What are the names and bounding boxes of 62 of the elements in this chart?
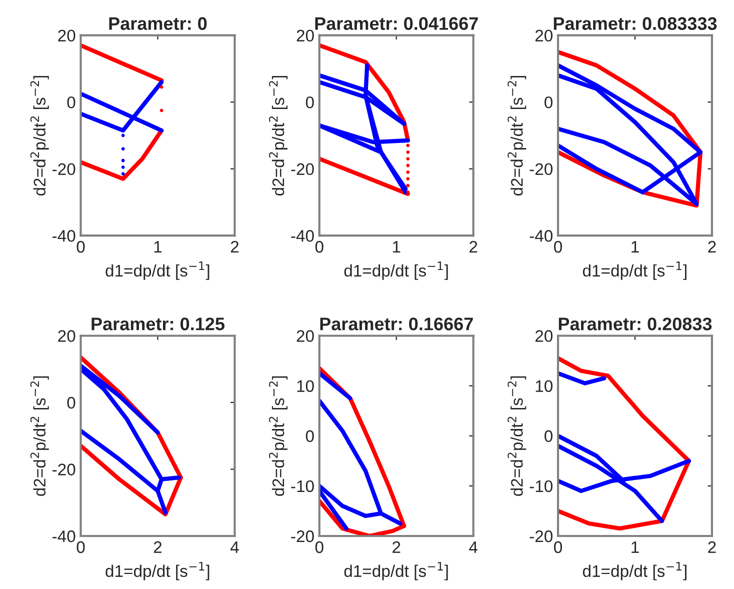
y-tick-label: 0 bbox=[306, 430, 314, 442]
y-tick-label: 10 bbox=[536, 380, 553, 392]
x-tick-label: 0 bbox=[315, 541, 324, 554]
y-tick-label: -40 bbox=[52, 230, 76, 242]
chart-title: Parametr: 0.16667 bbox=[320, 318, 473, 330]
y-tick-label: 20 bbox=[535, 330, 553, 342]
x-axis-title: d1=dp/dt [s$^{−1}$] bbox=[344, 262, 448, 280]
y-tick-label: 0 bbox=[544, 430, 553, 442]
x-tick-label: 4 bbox=[230, 541, 239, 553]
x-tick-label: 4 bbox=[469, 541, 478, 553]
x-axis-title: d1=dp/dt [s$^{−1}$] bbox=[106, 562, 210, 580]
y-axis-title: d2=d$^{2}$p/dt$^{2}$ [s$^{−2}$] bbox=[268, 376, 288, 496]
chart-title: Parametr: 0.125 bbox=[92, 318, 224, 330]
y-tick-label: -20 bbox=[291, 530, 314, 542]
chart-title: Parametr: 0.20833 bbox=[558, 318, 712, 330]
y-tick-label: -20 bbox=[530, 530, 553, 542]
x-tick-label: 1 bbox=[632, 541, 639, 553]
y-tick-label: -10 bbox=[530, 480, 553, 492]
chart-title: Parametr: 0.083333 bbox=[554, 17, 717, 30]
y-tick-label: 0 bbox=[67, 396, 76, 409]
x-axis-title: d1=dp/dt [s$^{−1}$] bbox=[582, 262, 686, 280]
x-tick-label: 0 bbox=[554, 541, 562, 554]
chart-title: Parametr: 0.041667 bbox=[315, 17, 478, 30]
x-tick-label: 0 bbox=[554, 240, 562, 253]
y-axis-title: d2=d$^{2}$p/dt$^{2}$ [s$^{−2}$] bbox=[30, 76, 49, 196]
y-tick-label: -40 bbox=[291, 230, 314, 242]
x-tick-label: 2 bbox=[708, 541, 716, 553]
x-tick-label: 0 bbox=[76, 541, 85, 554]
x-tick-label: 1 bbox=[632, 241, 639, 253]
y-tick-label: -20 bbox=[52, 464, 76, 476]
x-tick-label: 2 bbox=[154, 541, 162, 553]
chart-title: Parametr: 0 bbox=[109, 17, 207, 30]
y-axis-title: d2=d$^{2}$p/dt$^{2}$ [s$^{−2}$] bbox=[268, 76, 288, 196]
y-tick-label: -20 bbox=[52, 163, 76, 176]
y-tick-label: -20 bbox=[530, 163, 553, 176]
x-tick-label: 1 bbox=[154, 241, 162, 253]
y-tick-label: 20 bbox=[535, 30, 553, 42]
y-tick-label: 20 bbox=[58, 30, 76, 42]
y-tick-label: 0 bbox=[67, 96, 76, 108]
x-tick-label: 0 bbox=[76, 240, 85, 253]
x-axis-title: d1=dp/dt [s$^{−1}$] bbox=[106, 262, 210, 280]
x-axis-title: d1=dp/dt [s$^{−1}$] bbox=[582, 562, 686, 580]
y-axis-title: d2=d$^{2}$p/dt$^{2}$ [s$^{−2}$] bbox=[30, 376, 49, 496]
x-tick-label: 2 bbox=[708, 240, 716, 253]
x-tick-label: 2 bbox=[230, 240, 238, 253]
x-tick-label: 2 bbox=[392, 541, 400, 553]
x-tick-label: 2 bbox=[470, 240, 478, 253]
y-tick-label: 10 bbox=[297, 380, 314, 392]
y-tick-label: -20 bbox=[291, 163, 314, 176]
y-tick-label: 20 bbox=[296, 330, 314, 342]
y-tick-label: 0 bbox=[306, 96, 314, 108]
y-axis-title: d2=d$^{2}$p/dt$^{2}$ [s$^{−2}$] bbox=[508, 76, 526, 196]
y-tick-label: -10 bbox=[291, 480, 314, 492]
y-tick-label: -40 bbox=[52, 530, 76, 542]
x-tick-label: 1 bbox=[392, 241, 400, 253]
y-tick-label: 20 bbox=[296, 30, 314, 42]
y-tick-label: 0 bbox=[544, 96, 553, 108]
x-axis-title: d1=dp/dt [s$^{−1}$] bbox=[344, 562, 448, 580]
y-tick-label: -40 bbox=[530, 230, 553, 242]
y-axis-title: d2=d$^{2}$p/dt$^{2}$ [s$^{−2}$] bbox=[508, 376, 526, 496]
x-tick-label: 0 bbox=[315, 240, 324, 253]
y-tick-label: 20 bbox=[58, 330, 76, 342]
